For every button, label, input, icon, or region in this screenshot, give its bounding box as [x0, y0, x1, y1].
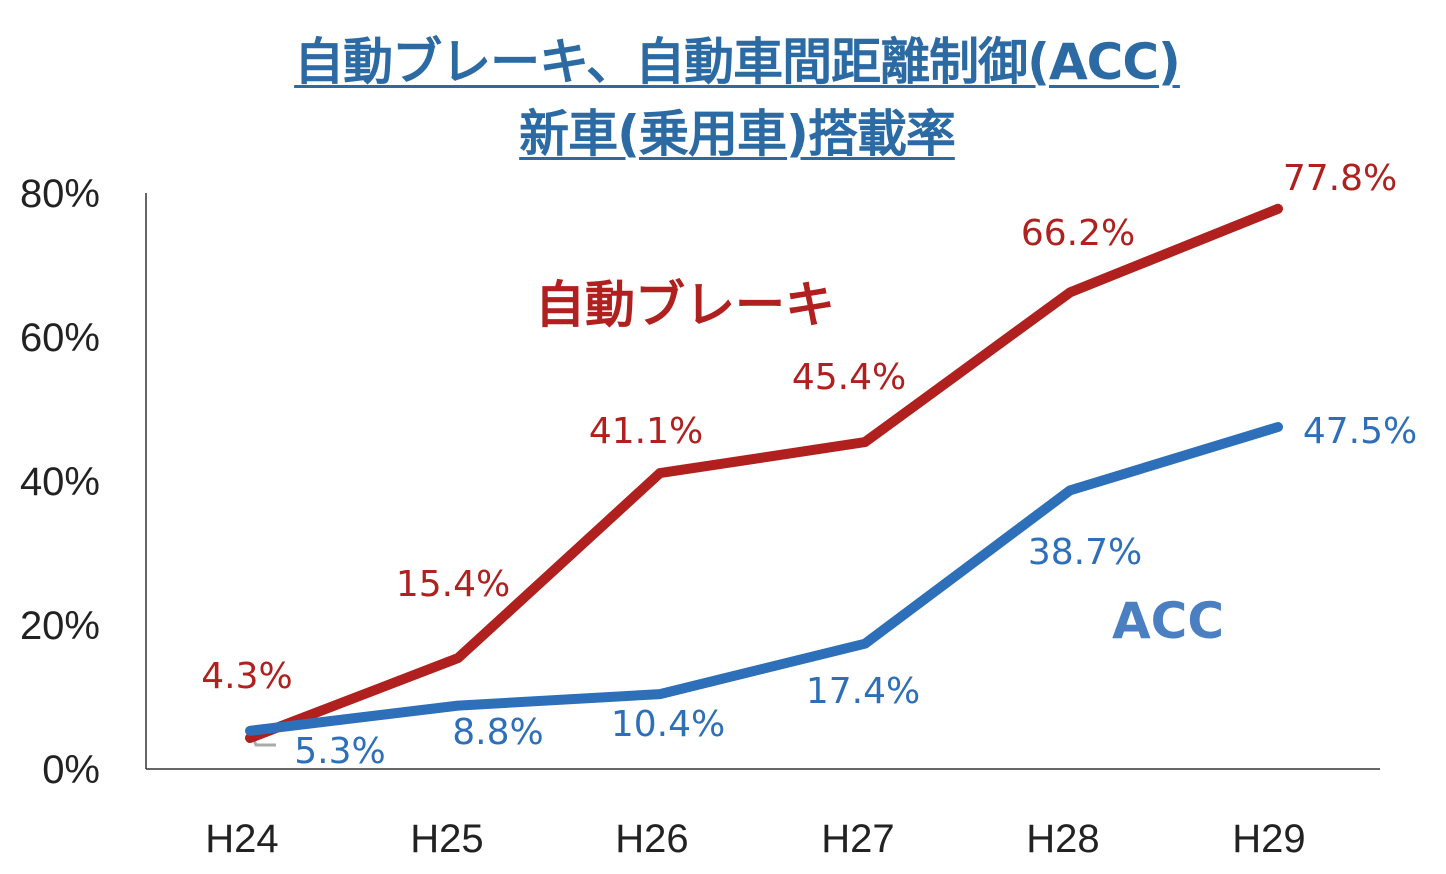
x-tick-label: H24 — [205, 817, 278, 861]
data-label: 41.1% — [589, 411, 703, 452]
y-tick-label: 40% — [20, 460, 100, 504]
chart-title-line-1: 自動ブレーキ、自動車間距離制御(ACC) — [294, 33, 1181, 91]
series-line-acc — [245, 422, 1283, 736]
x-tick-label: H29 — [1232, 817, 1305, 861]
x-tick-label: H27 — [821, 817, 894, 861]
y-tick-label: 80% — [20, 172, 100, 216]
x-tick-label: H25 — [410, 817, 483, 861]
data-label: 45.4% — [792, 357, 906, 398]
data-label: 15.4% — [396, 564, 510, 605]
data-label: 17.4% — [806, 671, 920, 712]
series-line-auto-brake — [245, 203, 1283, 743]
data-label: 4.3% — [201, 656, 292, 697]
data-label: 77.8% — [1283, 158, 1397, 199]
data-label: 10.4% — [611, 704, 725, 745]
data-label: 5.3% — [294, 731, 385, 772]
data-label: 8.8% — [452, 712, 543, 753]
y-tick-label: 20% — [20, 604, 100, 648]
series-label-acc: ACC — [1112, 592, 1224, 650]
data-label: 38.7% — [1028, 532, 1142, 573]
x-tick-label: H28 — [1026, 817, 1099, 861]
series-label-auto-brake: 自動ブレーキ — [535, 276, 835, 334]
x-tick-label: H26 — [615, 817, 688, 861]
data-label: 66.2% — [1021, 213, 1135, 254]
chart-title-line-2: 新車(乗用車)搭載率 — [519, 105, 956, 163]
data-label: 47.5% — [1303, 411, 1417, 452]
y-tick-label: 0% — [42, 748, 100, 792]
y-tick-label: 60% — [20, 316, 100, 360]
